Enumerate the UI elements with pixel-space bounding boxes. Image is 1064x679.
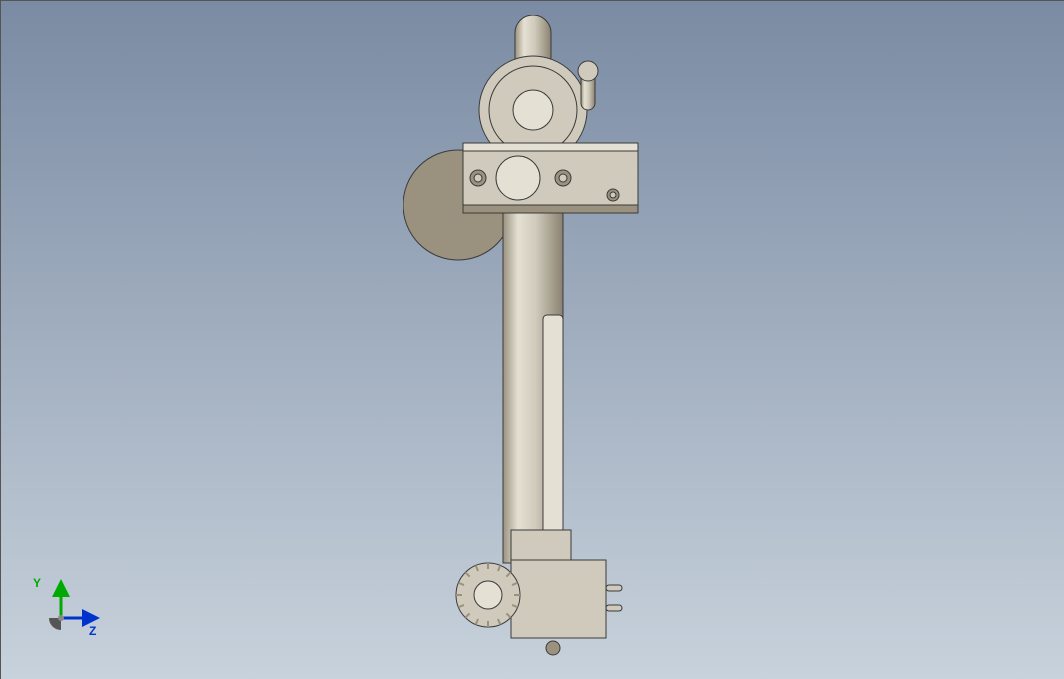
base-pin-r1	[606, 585, 622, 591]
head-bolt-left-socket	[474, 174, 482, 182]
handle-knob-top	[578, 61, 598, 81]
axis-triad[interactable]	[21, 578, 101, 658]
head-bottom-plate	[463, 205, 638, 213]
base-block	[511, 560, 606, 638]
head-block	[463, 143, 638, 213]
foot-ball	[546, 641, 560, 655]
cad-viewport[interactable]: Y Z	[0, 0, 1064, 679]
model-view[interactable]	[403, 15, 663, 665]
base-pin-r2	[606, 605, 622, 611]
axis-origin-dot	[58, 615, 64, 621]
axis-y-label: Y	[33, 576, 41, 590]
head-boss-front	[496, 156, 540, 200]
head-top-plate	[463, 143, 638, 151]
base-knob-left-hub	[474, 581, 502, 609]
column-face-plate	[543, 315, 563, 535]
head-bolt-right-socket	[559, 174, 567, 182]
head-bolt-far-r-socket	[610, 192, 616, 198]
handwheel-hub	[513, 90, 553, 130]
base-step	[511, 530, 571, 560]
axis-z-label: Z	[89, 624, 96, 638]
